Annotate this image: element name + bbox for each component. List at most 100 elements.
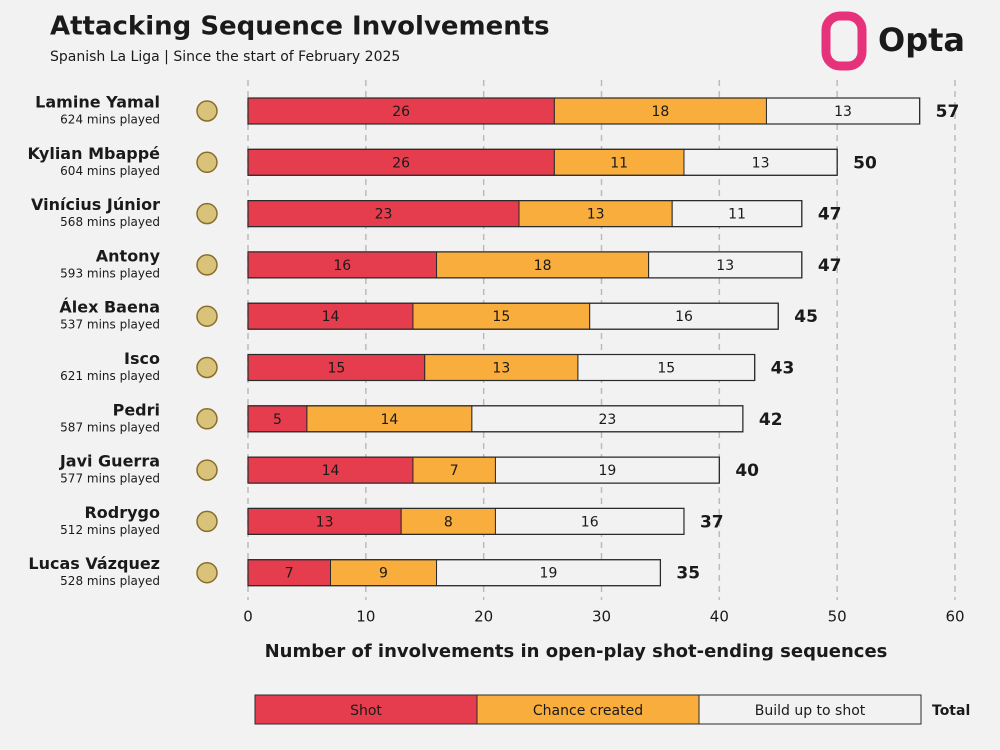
category-note: 604 mins played — [60, 164, 160, 178]
category-note: 593 mins played — [60, 266, 160, 280]
segment-label: 19 — [540, 566, 558, 582]
bar-segment — [247, 354, 426, 381]
category-note: 512 mins played — [60, 523, 160, 537]
segment-label: 16 — [333, 258, 351, 274]
chart-title: Attacking Sequence Involvements — [50, 12, 550, 42]
total-label: 45 — [794, 307, 818, 327]
total-label: 35 — [676, 564, 700, 584]
club-badge — [196, 202, 218, 225]
segment-label: 7 — [285, 566, 294, 582]
category-label: Pedri — [113, 400, 160, 419]
segment-label: 23 — [375, 207, 393, 223]
x-tick-label: 10 — [356, 608, 375, 626]
total-label: 50 — [853, 153, 877, 173]
logo-text: Opta — [878, 21, 965, 59]
club-badge — [196, 408, 218, 430]
bar-outline — [247, 456, 720, 484]
category-note: 528 mins played — [60, 574, 160, 588]
bar-segment — [494, 507, 685, 535]
bar-segment — [436, 251, 650, 279]
segment-label: 13 — [752, 155, 770, 171]
x-tick-label: 60 — [945, 608, 964, 626]
segment-label: 26 — [392, 104, 410, 120]
category-note: 587 mins played — [60, 420, 160, 434]
segment-label: 8 — [444, 514, 453, 530]
bar-outline — [247, 353, 756, 382]
legend-swatch — [476, 694, 700, 725]
category-label: Javi Guerra — [59, 452, 160, 471]
segment-label: 5 — [273, 412, 282, 428]
segment-label: 18 — [534, 258, 552, 274]
club-badge — [196, 151, 218, 174]
category-label: Álex Baena — [59, 298, 160, 317]
x-axis-title: Number of involvements in open-play shot… — [265, 641, 888, 662]
x-tick-label: 40 — [710, 608, 729, 626]
category-note: 621 mins played — [60, 369, 160, 383]
bar-segment — [589, 302, 779, 330]
bar-segment — [247, 148, 555, 176]
total-label: 47 — [818, 205, 842, 225]
segment-label: 14 — [380, 412, 398, 428]
segment-label: 14 — [322, 463, 340, 479]
legend-swatch — [698, 694, 922, 725]
x-tick-label: 20 — [474, 608, 493, 626]
club-badge — [196, 100, 218, 122]
category-note: 577 mins played — [60, 472, 160, 486]
segment-label: 16 — [581, 514, 599, 530]
segment-label: 26 — [392, 155, 410, 171]
bar-segment — [306, 405, 473, 433]
category-label: Vinícius Júnior — [31, 195, 160, 214]
segment-label: 9 — [379, 566, 388, 582]
category-note: 624 mins played — [60, 113, 160, 127]
category-label: Lucas Vázquez — [28, 554, 160, 573]
segment-label: 23 — [598, 412, 616, 428]
segment-label: 15 — [492, 309, 510, 325]
segment-label: 14 — [322, 309, 340, 325]
bar-outline — [247, 97, 921, 125]
segment-label: 11 — [610, 155, 628, 171]
category-label: Rodrygo — [84, 503, 160, 522]
legend-label: Build up to shot — [755, 703, 866, 719]
bar-outline — [247, 507, 685, 535]
category-label: Kylian Mbappé — [28, 144, 161, 163]
bar-segment — [553, 148, 685, 176]
club-badge — [196, 561, 218, 584]
bar-outline — [247, 302, 779, 330]
segment-label: 13 — [716, 258, 734, 274]
x-tick-label: 0 — [243, 608, 253, 626]
total-label: 43 — [771, 359, 795, 379]
total-label: 47 — [818, 256, 842, 276]
logo-mark — [821, 11, 867, 71]
category-label: Lamine Yamal — [35, 93, 160, 112]
legend-label: Shot — [350, 703, 382, 719]
segment-label: 13 — [587, 207, 605, 223]
segment-label: 15 — [657, 361, 675, 377]
bar-segment — [412, 302, 591, 330]
legend-label: Chance created — [533, 703, 643, 719]
club-badge — [196, 459, 218, 481]
club-badge — [196, 510, 218, 533]
total-label: 37 — [700, 512, 724, 532]
club-badge — [196, 356, 218, 379]
segment-label: 7 — [450, 463, 459, 479]
bar-segment — [412, 456, 496, 484]
legend-total-label: Total — [932, 703, 970, 719]
bar-segment — [247, 507, 402, 535]
club-badge — [196, 305, 218, 327]
bar-outline — [247, 251, 803, 279]
total-label: 40 — [735, 461, 759, 481]
segment-label: 11 — [728, 207, 746, 223]
segment-label: 13 — [316, 514, 334, 530]
segment-label: 16 — [675, 309, 693, 325]
x-tick-label: 50 — [828, 608, 847, 626]
bar-segment — [424, 354, 579, 381]
logo: Opta — [821, 11, 965, 71]
category-label: Isco — [124, 349, 160, 368]
bar-outline — [247, 148, 838, 176]
bar-outline — [247, 200, 803, 228]
club-badge — [196, 254, 218, 276]
chart-subtitle: Spanish La Liga | Since the start of Feb… — [50, 49, 400, 65]
segment-label: 13 — [834, 104, 852, 120]
category-label: Antony — [96, 246, 161, 265]
